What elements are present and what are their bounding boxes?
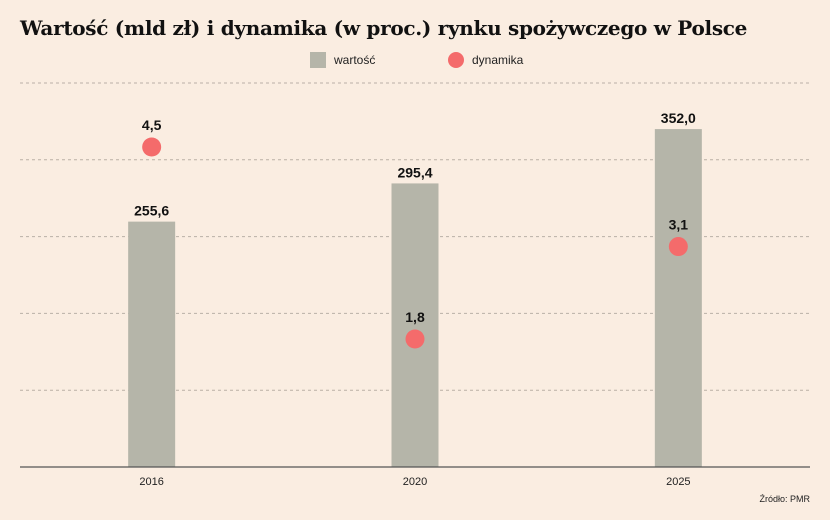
x-tick-label-2025: 2025 [666,476,690,488]
legend-item-dynamics: dynamika [448,52,523,68]
legend-label-value: wartość [334,53,376,67]
chart-title: Wartość (mld zł) i dynamika (w proc.) ry… [20,16,748,40]
dynamics-point-2025 [668,237,688,257]
bar-label-2020: 295,4 [397,164,432,180]
legend-bar-swatch [310,52,326,68]
bar-label-2016: 255,6 [134,203,169,219]
x-tick-label-2020: 2020 [403,476,427,488]
legend-label-dynamics: dynamika [472,53,524,67]
dynamics-point-2020 [405,329,425,349]
bar-label-2025: 352,0 [661,110,696,126]
legend-item-value: wartość [310,52,375,68]
dynamics-label-2020: 1,8 [405,309,425,325]
x-tick-label-2016: 2016 [139,476,163,488]
bar-2016 [128,221,176,467]
legend-dot-swatch [448,52,464,68]
dynamics-label-2016: 4,5 [142,117,162,133]
bar-2025 [654,129,702,467]
bar-2020 [391,183,439,467]
source-note: Źródło: PMR [759,494,810,504]
dynamics-label-2025: 3,1 [669,217,689,233]
legend: wartość dynamika [0,52,830,70]
dynamics-point-2016 [142,137,162,157]
